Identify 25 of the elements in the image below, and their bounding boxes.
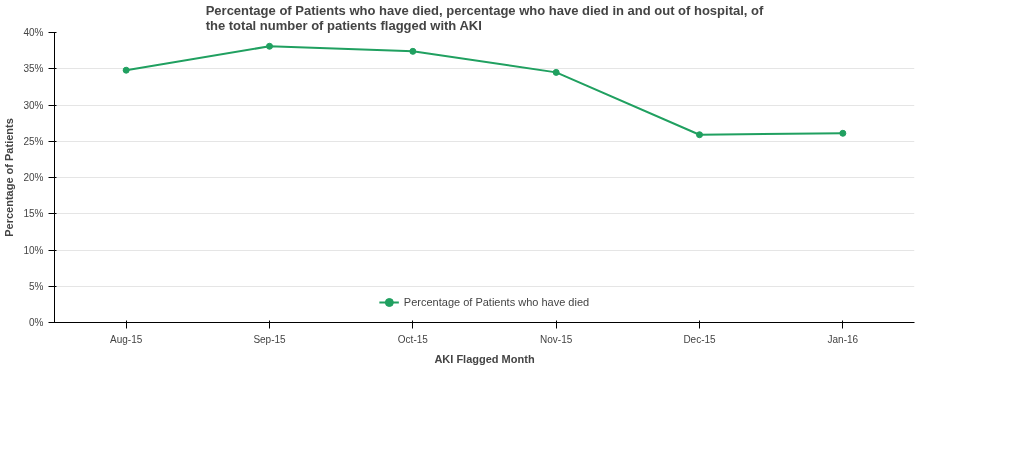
x-tick-label: Oct-15 — [397, 333, 429, 345]
x-tick-label: Jan-16 — [827, 333, 859, 345]
y-tick-label: 0% — [29, 317, 44, 328]
y-tick-label: 5% — [29, 280, 44, 292]
legend-label: Percentage of Patients who have died — [403, 296, 590, 308]
y-tick-label: 15% — [23, 208, 44, 220]
y-axis-title: Percentage of Patients — [3, 118, 16, 237]
point — [122, 66, 130, 74]
x-tick-label: Aug-15 — [110, 333, 143, 345]
x-tick-label: Nov-15 — [540, 333, 573, 345]
y-tick-label: 25% — [23, 135, 44, 147]
y-tick-label: 20% — [23, 172, 44, 183]
y-tick-label: 35% — [23, 63, 44, 75]
point — [552, 68, 560, 76]
y-tick-label: 40% — [23, 27, 44, 38]
point — [266, 42, 273, 50]
x-axis-title: AKI Flagged Month — [434, 352, 535, 365]
point — [839, 129, 847, 137]
x-tick-label: Dec-15 — [683, 333, 717, 345]
x-tick-label: Sep-15 — [253, 333, 287, 345]
point — [409, 47, 417, 55]
chart-title: Percentage of Patients who have died, percentage who have died in and out of hospital, of the total number of patients flagged with AKI — [205, 2, 764, 33]
point — [696, 131, 703, 139]
y-tick-label: 10% — [23, 244, 44, 256]
y-tick-label: 30% — [23, 99, 44, 111]
